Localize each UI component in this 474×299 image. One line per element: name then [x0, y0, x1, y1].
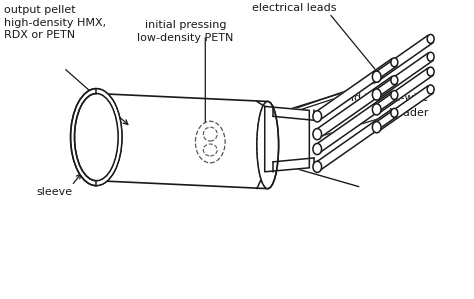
Text: header: header — [389, 108, 428, 118]
Ellipse shape — [203, 144, 217, 156]
Polygon shape — [265, 106, 310, 172]
Polygon shape — [374, 35, 433, 80]
Ellipse shape — [313, 161, 321, 173]
Ellipse shape — [71, 89, 122, 186]
Ellipse shape — [313, 111, 321, 122]
Ellipse shape — [427, 85, 434, 94]
Ellipse shape — [313, 129, 321, 140]
Ellipse shape — [373, 89, 381, 100]
Polygon shape — [374, 53, 433, 98]
Ellipse shape — [373, 104, 381, 115]
Ellipse shape — [391, 58, 398, 67]
Ellipse shape — [203, 127, 217, 141]
Text: electrical leads: electrical leads — [252, 3, 337, 13]
Polygon shape — [374, 68, 433, 113]
Ellipse shape — [427, 52, 434, 61]
Polygon shape — [315, 91, 397, 153]
Polygon shape — [315, 109, 397, 170]
Polygon shape — [315, 77, 397, 138]
Polygon shape — [315, 59, 397, 120]
Ellipse shape — [195, 121, 225, 163]
Text: sleeve: sleeve — [37, 187, 73, 197]
Ellipse shape — [391, 91, 398, 100]
Ellipse shape — [257, 101, 279, 189]
Text: output pellet
high-density HMX,
RDX or PETN: output pellet high-density HMX, RDX or P… — [4, 5, 106, 40]
Ellipse shape — [427, 67, 434, 76]
Ellipse shape — [313, 144, 321, 155]
Ellipse shape — [427, 34, 434, 43]
Text: gold bridge-wire: gold bridge-wire — [337, 92, 428, 103]
Ellipse shape — [391, 76, 398, 85]
Ellipse shape — [373, 122, 381, 133]
Text: initial pressing
low-density PETN: initial pressing low-density PETN — [137, 20, 234, 43]
Polygon shape — [374, 86, 433, 131]
Ellipse shape — [391, 109, 398, 117]
Ellipse shape — [74, 94, 118, 181]
Ellipse shape — [373, 71, 381, 82]
